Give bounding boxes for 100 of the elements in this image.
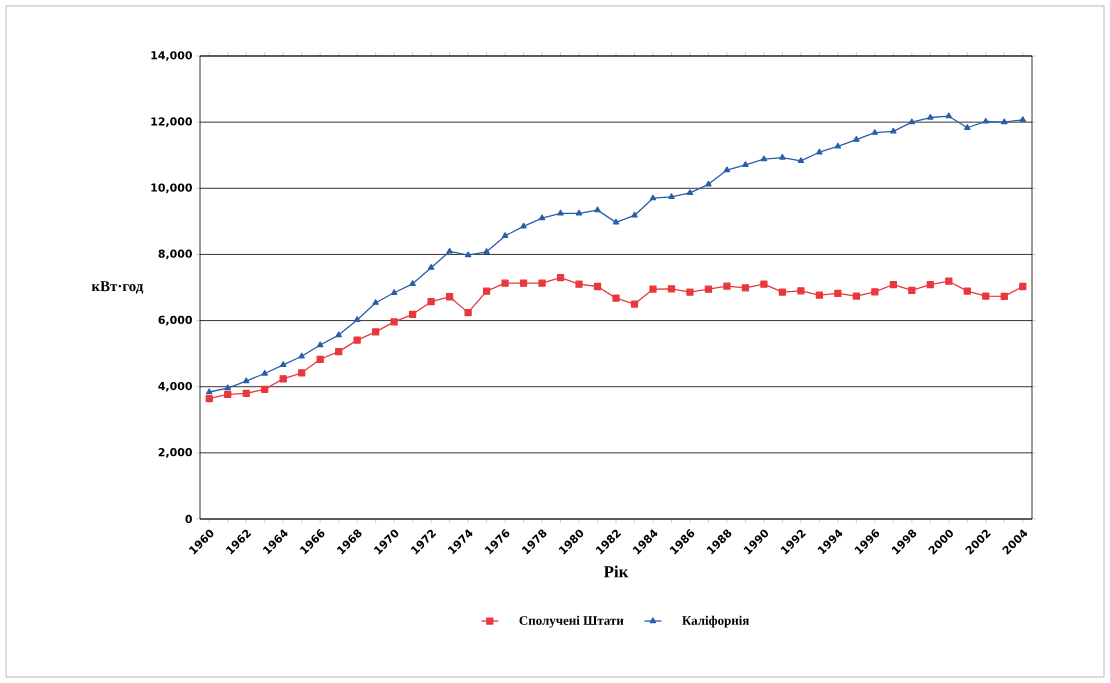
y-tick-label: 2,000 — [158, 448, 192, 458]
y-axis-title: кВт·год — [91, 281, 144, 294]
point — [538, 214, 546, 221]
point — [316, 341, 324, 348]
point — [852, 292, 860, 300]
point — [741, 284, 750, 292]
point — [686, 189, 694, 196]
point — [797, 287, 805, 295]
x-axis-title: Рік — [603, 565, 629, 578]
point — [538, 279, 546, 287]
point — [446, 247, 453, 254]
point — [593, 282, 602, 291]
point — [908, 118, 916, 125]
point — [927, 113, 934, 120]
point — [964, 124, 971, 130]
point — [704, 285, 713, 293]
point — [482, 287, 491, 295]
point — [408, 310, 417, 318]
point — [816, 148, 823, 155]
point — [853, 136, 860, 142]
point — [372, 328, 380, 336]
point — [890, 127, 897, 134]
point — [298, 352, 305, 359]
point — [353, 316, 361, 323]
point — [630, 300, 639, 308]
point — [612, 218, 620, 225]
point — [519, 279, 528, 287]
point — [963, 287, 971, 295]
point — [279, 375, 287, 383]
point — [445, 293, 454, 301]
point — [834, 142, 842, 149]
point — [723, 282, 731, 290]
y-tick-label: 6,000 — [158, 315, 192, 326]
point — [815, 291, 824, 299]
point — [390, 289, 398, 295]
point — [982, 292, 990, 300]
point — [520, 222, 527, 229]
point — [427, 264, 435, 270]
point — [945, 277, 953, 285]
point — [557, 209, 564, 216]
y-tick-label: 12,000 — [151, 117, 192, 127]
point — [224, 390, 232, 398]
point — [1019, 282, 1027, 291]
point — [242, 389, 250, 397]
point — [501, 279, 509, 287]
y-tick-label: 14,000 — [151, 51, 192, 61]
y-tick-label: 10,000 — [151, 183, 192, 194]
point — [335, 348, 343, 356]
point — [649, 285, 657, 293]
point — [778, 288, 787, 296]
point — [668, 193, 675, 200]
point — [501, 232, 509, 239]
point — [1019, 116, 1027, 122]
point — [390, 318, 398, 326]
point — [982, 117, 990, 124]
point — [612, 294, 620, 302]
point — [945, 112, 953, 119]
point — [261, 369, 268, 376]
point — [594, 206, 601, 213]
point — [298, 369, 306, 377]
y-tick-label: 0 — [185, 514, 192, 524]
point — [631, 211, 638, 218]
point — [261, 385, 269, 393]
point — [649, 194, 657, 201]
point — [242, 377, 250, 384]
point — [742, 161, 749, 167]
point — [372, 299, 379, 305]
point — [705, 180, 712, 187]
point — [1000, 292, 1008, 301]
point — [834, 289, 842, 298]
point — [335, 331, 342, 338]
point — [353, 336, 361, 344]
point — [483, 248, 490, 254]
point — [224, 384, 231, 391]
point — [205, 394, 213, 403]
y-tick-label: 4,000 — [158, 381, 192, 392]
point — [760, 155, 768, 162]
point — [206, 388, 213, 395]
point — [760, 280, 768, 288]
point — [686, 288, 694, 296]
point — [575, 280, 583, 288]
point — [871, 129, 879, 135]
point — [575, 209, 583, 216]
point — [926, 280, 934, 289]
point — [779, 153, 786, 160]
point — [667, 285, 676, 293]
y-tick-label: 8,000 — [158, 249, 192, 260]
point — [889, 280, 897, 289]
point — [464, 251, 472, 258]
point — [279, 361, 287, 368]
point — [1001, 118, 1008, 125]
legend-label: Сполучені Штати — [519, 615, 624, 628]
point — [427, 298, 435, 306]
legend-label: Каліфорнія — [682, 615, 750, 628]
point — [797, 157, 805, 163]
point — [871, 288, 879, 296]
point — [908, 286, 916, 295]
point — [464, 308, 472, 317]
point — [316, 355, 324, 363]
point — [556, 273, 565, 282]
